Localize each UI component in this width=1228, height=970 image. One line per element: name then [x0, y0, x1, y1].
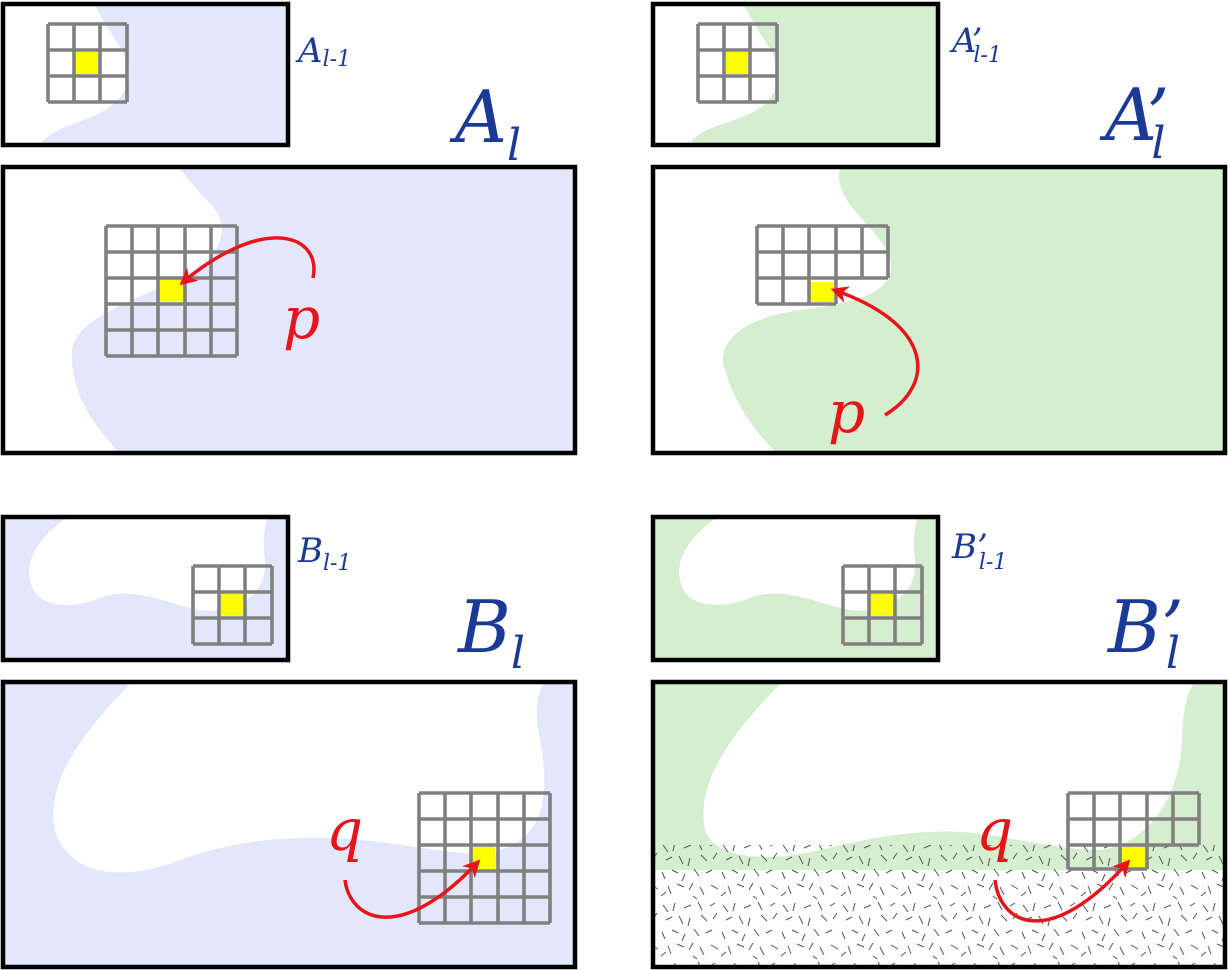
panel-a-l-minus-1: [0, 1, 291, 148]
curved-arrow-icon: [830, 286, 920, 417]
highlight-pixel: [74, 52, 98, 74]
panel-b-prime-l: q: [650, 679, 1228, 970]
region-blue: [71, 168, 576, 452]
label-b-prime-l: B’l: [1106, 585, 1184, 679]
var-p: p: [283, 284, 320, 352]
panel-a-l: p: [0, 164, 578, 456]
region-blue: [40, 5, 288, 145]
image-frame: [650, 164, 1228, 456]
highlight-pixel: [870, 593, 894, 615]
panel-a-prime-l-minus-1: [650, 1, 941, 148]
label-b-l-minus-1: Bl-1: [297, 531, 351, 576]
highlight-pixel: [160, 279, 184, 301]
image-frame: [0, 514, 291, 663]
image-frame: [650, 514, 941, 663]
panel-b-l: q: [0, 679, 578, 970]
image-frame: [0, 1, 291, 148]
image-frame: [650, 1, 941, 148]
highlight-pixel: [220, 593, 244, 615]
curved-arrow-icon: [179, 236, 316, 286]
neighborhood-grid-icon: [696, 22, 779, 104]
var-q: q: [326, 796, 363, 864]
panel-a-prime-l: p: [650, 164, 1228, 456]
label-a-prime-l-minus-1: A’l-1: [949, 21, 1002, 68]
panel-b-l-minus-1: [0, 514, 291, 663]
label-a-l: Al: [449, 75, 521, 171]
image-frame: [0, 679, 578, 970]
label-b-l: Bl: [456, 585, 525, 679]
neighborhood-grid-icon: [417, 791, 552, 925]
label-a-l-minus-1: Al-1: [295, 31, 351, 72]
neighborhood-grid-icon: [1066, 791, 1201, 871]
curved-arrow-icon: [343, 859, 481, 919]
region-blue: [3, 517, 288, 660]
label-b-prime-l-minus-1: B’l-1: [951, 527, 1007, 575]
curved-arrow-icon: [993, 859, 1131, 923]
panel-b-prime-l-minus-1: [650, 514, 941, 663]
highlight-pixel: [810, 282, 834, 302]
var-q: q: [976, 796, 1013, 864]
neighborhood-grid-icon: [191, 564, 274, 646]
region-green: [690, 5, 938, 145]
label-a-prime-l: A’l: [1099, 73, 1169, 169]
image-frame: [650, 679, 1228, 970]
region-green: [653, 517, 938, 660]
highlight-pixel: [724, 52, 748, 74]
var-p: p: [828, 378, 865, 446]
image-frame: [0, 164, 578, 456]
neighborhood-grid-icon: [755, 224, 890, 306]
region-green: [722, 168, 1225, 452]
neighborhood-grid-icon: [46, 22, 129, 104]
neighborhood-grid-icon: [841, 564, 924, 646]
